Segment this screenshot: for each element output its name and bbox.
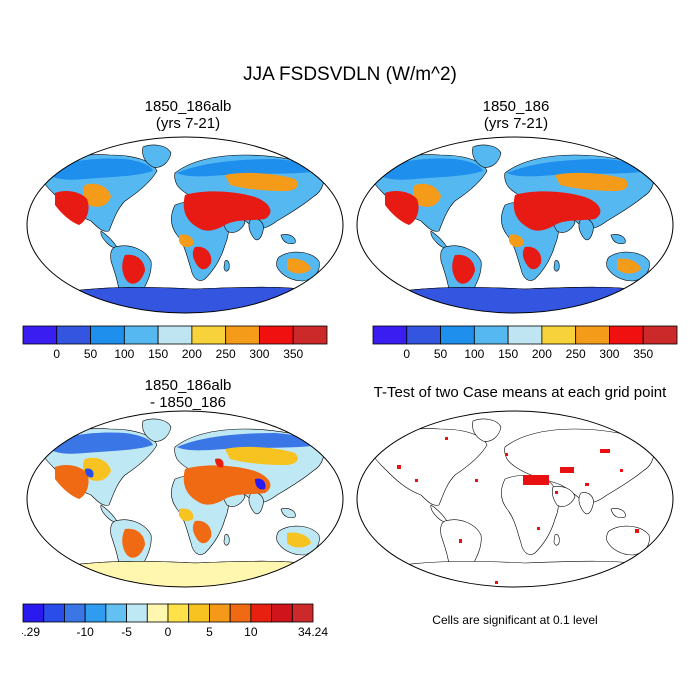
colorbar-3-tick-label: -5 [121, 625, 132, 639]
colorbar-3-tick-label: 34.24 [298, 625, 328, 639]
colorbar-1-swatch [259, 325, 294, 345]
panel-1-title-line2: (yrs 7-21) [155, 115, 221, 132]
colorbar-2-tick-label: 150 [498, 347, 518, 361]
colorbar-1-tick-label: 150 [148, 347, 168, 361]
colorbar-1-tick-label: 300 [249, 347, 269, 361]
colorbar-1-swatch [123, 325, 159, 345]
ttest-significance-note: Cells are significant at 0.1 level [432, 613, 598, 627]
colorbar-1-tick-label: 200 [182, 347, 202, 361]
colorbar-1-tick-label: 0 [53, 347, 60, 361]
colorbar-1-swatch [90, 325, 125, 345]
panel-4-title: T-Test of two Case means at each grid po… [350, 384, 690, 401]
panel-4-title-line1: T-Test of two Case means at each grid po… [373, 384, 667, 401]
colorbar-3-swatch [105, 603, 127, 623]
panel-2-title-line1: 1850_186 [482, 98, 550, 115]
map-panel-1 [26, 136, 344, 314]
colorbar-3-tick-label: 5 [206, 625, 213, 639]
colorbar-3-tick-label: 10 [244, 625, 258, 639]
colorbar-3-swatch [209, 603, 231, 623]
colorbar-3-swatch [291, 603, 314, 623]
colorbar-3-swatch [229, 603, 252, 623]
colorbar-2-swatch [642, 325, 678, 345]
figure-title: JJA FSDSVDLN (W/m^2) [243, 64, 457, 85]
map-panel-2 [356, 136, 674, 314]
colorbar-3-swatch [64, 603, 86, 623]
colorbar-3-swatch [250, 603, 272, 623]
colorbar-1-tick-label: 50 [84, 347, 98, 361]
panel-1-title-line1: 1850_186alb [144, 98, 232, 115]
colorbar-1-swatch [292, 325, 328, 345]
colorbar-2-swatch [609, 325, 644, 345]
colorbar-3-swatch [188, 603, 210, 623]
map-panel-4-ttest [356, 410, 674, 588]
colorbar-2-swatch [440, 325, 475, 345]
panel-2-title-line2: (yrs 7-21) [483, 115, 549, 132]
colorbar-1-swatch [22, 325, 58, 345]
colorbar-2-swatch [473, 325, 509, 345]
colorbar-1-swatch [191, 325, 227, 345]
colorbar-3-swatch [167, 603, 190, 623]
colorbar-3-swatch [146, 603, 169, 623]
colorbar-1-tick-label: 350 [283, 347, 303, 361]
colorbar-1-swatch [157, 325, 193, 345]
panel-3-title-line2: - 1850_186 [150, 394, 226, 411]
colorbar-2-tick-label: 250 [566, 347, 586, 361]
map-panel-3-difference [26, 410, 344, 588]
colorbar-2-tick-label: 0 [403, 347, 410, 361]
colorbar-3-swatch [84, 603, 107, 623]
colorbar-2-tick-label: 100 [464, 347, 484, 361]
colorbar-2-swatch [541, 325, 577, 345]
colorbar-2-tick-label: 200 [532, 347, 552, 361]
colorbar-2-tick-label: 50 [434, 347, 448, 361]
colorbar-3-swatch [126, 603, 148, 623]
colorbar-panel-3: -34.29 -10 -5 0 5 10 34.24 [22, 603, 328, 639]
colorbar-3-tick-label: 0 [165, 625, 172, 639]
panel-3-title-line1: 1850_186alb [144, 377, 232, 394]
panel-1-title: 1850_186alb (yrs 7-21) [28, 98, 348, 132]
colorbar-panel-2: 0 50 100 150 200 250 300 350 [372, 325, 678, 361]
colorbar-panel-1: 0 50 100 150 200 250 300 350 [22, 325, 328, 361]
colorbar-3-tick-label: -34.29 [22, 625, 40, 639]
colorbar-2-swatch [406, 325, 441, 345]
panel-2-title: 1850_186 (yrs 7-21) [356, 98, 676, 132]
colorbar-2-swatch [372, 325, 408, 345]
colorbar-2-tick-label: 350 [633, 347, 653, 361]
colorbar-1-tick-label: 250 [216, 347, 236, 361]
colorbar-1-swatch [56, 325, 91, 345]
colorbar-2-tick-label: 300 [599, 347, 619, 361]
colorbar-1-swatch [225, 325, 260, 345]
colorbar-3-swatch [43, 603, 65, 623]
colorbar-3-tick-label: -10 [76, 625, 94, 639]
colorbar-3-swatch [22, 603, 45, 623]
colorbar-2-swatch [507, 325, 543, 345]
colorbar-3-swatch [271, 603, 293, 623]
colorbar-1-tick-label: 100 [114, 347, 134, 361]
colorbar-2-swatch [575, 325, 610, 345]
panel-3-title: 1850_186alb - 1850_186 [28, 377, 348, 411]
